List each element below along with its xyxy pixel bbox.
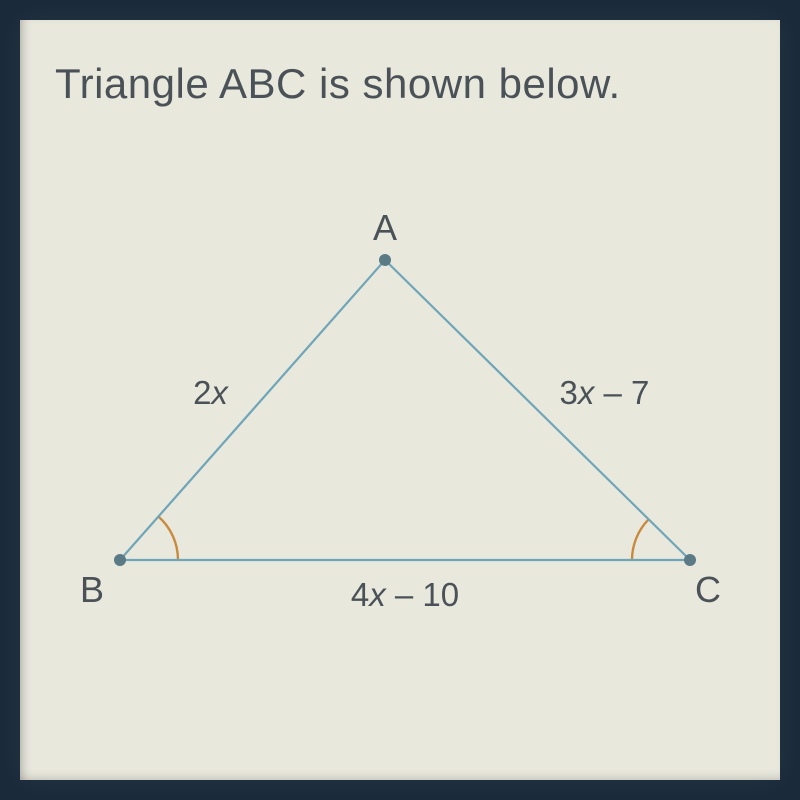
side-ab-label: 2x [193,374,229,411]
vertex-b-label: B [80,569,104,610]
question-text: Triangle ABC is shown below. [55,60,621,108]
side-ac-label: 3x – 7 [560,374,650,411]
angle-mark-b [158,517,178,560]
triangle-svg: A B C 2x 3x – 7 4x – 10 [65,200,745,670]
side-ab [120,260,385,560]
angle-mark-c [632,519,649,560]
side-bc-label: 4x – 10 [351,576,459,613]
vertex-c-label: C [695,569,721,610]
vertex-c-dot [684,554,696,566]
worksheet-panel: Triangle ABC is shown below. A B C 2x 3x [20,20,780,780]
triangle-diagram: A B C 2x 3x – 7 4x – 10 [65,200,745,670]
vertex-a-dot [379,254,391,266]
vertex-a-label: A [373,207,397,248]
vertex-b-dot [114,554,126,566]
